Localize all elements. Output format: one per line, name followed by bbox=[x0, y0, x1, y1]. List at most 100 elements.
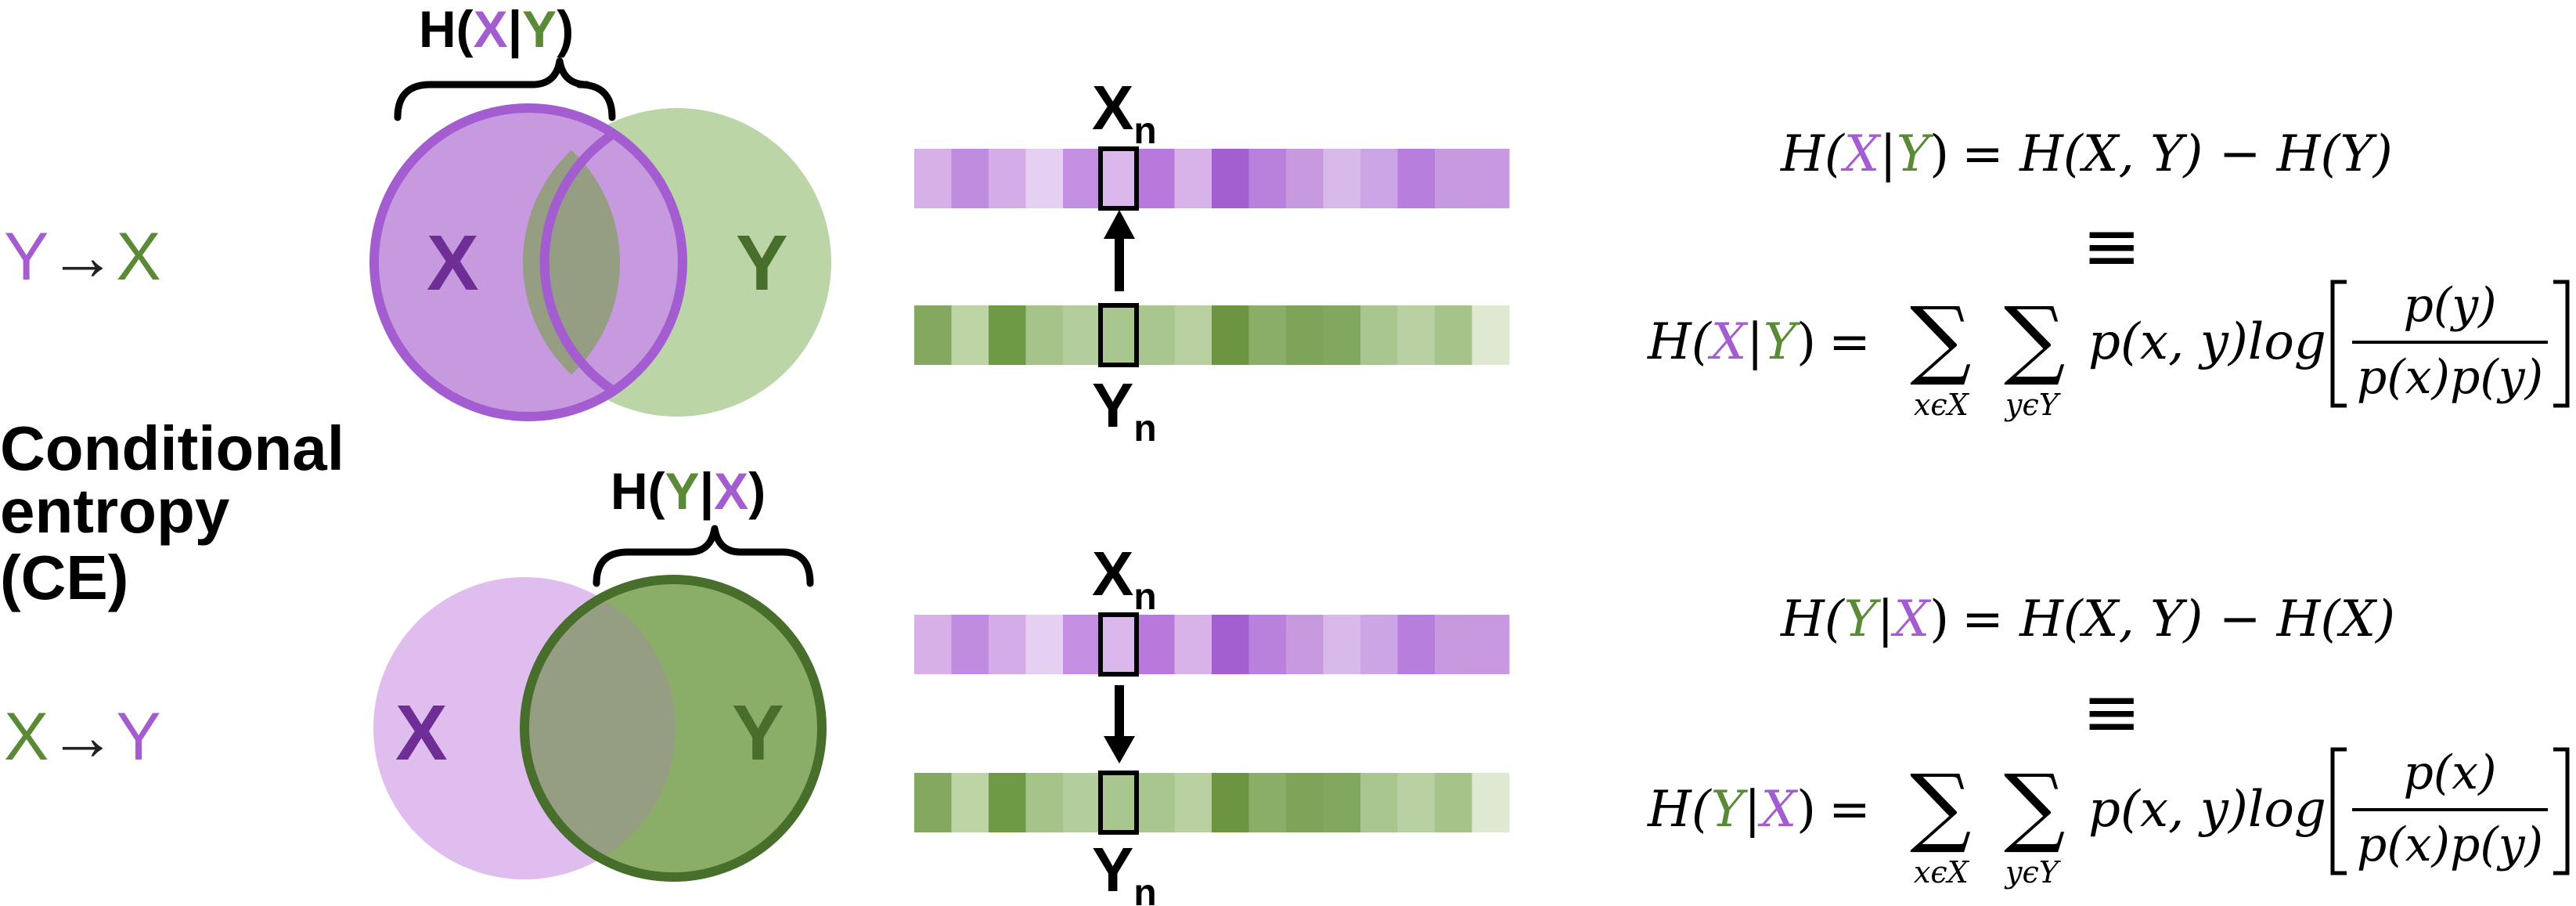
sequence-top-x-highlight bbox=[1098, 146, 1139, 211]
sequence-top-y-cell bbox=[1435, 305, 1472, 365]
brace-top: H(X|Y) bbox=[394, 0, 616, 121]
direction-bottom-from: X bbox=[4, 699, 49, 774]
sequence-bottom-y-cell bbox=[1212, 773, 1249, 832]
sequence-bottom-x-cell bbox=[1137, 615, 1175, 674]
sequence-top-x-cell bbox=[914, 149, 952, 208]
sequence-bottom-y-cell bbox=[1174, 773, 1212, 832]
sequence-top-y-cell bbox=[1025, 305, 1064, 365]
brace-top-prefix: H( bbox=[419, 0, 474, 58]
sequence-bottom-y-cell bbox=[989, 773, 1026, 832]
sequence-top-x-cell bbox=[1137, 149, 1175, 208]
sequence-top-y-cell bbox=[1137, 305, 1175, 365]
sequence-top-y-cell bbox=[1100, 305, 1138, 365]
sequence-bottom-y-cell bbox=[1323, 773, 1361, 832]
svg-text:xϵX: xϵX bbox=[1914, 855, 1970, 890]
sequence-top-y-cell bbox=[1212, 305, 1249, 365]
sequence-top-y-cell bbox=[1397, 305, 1436, 365]
sum-icon: ∑ bbox=[2004, 756, 2066, 856]
sequence-bottom-y-cell bbox=[1025, 773, 1064, 832]
svg-text:yϵY: yϵY bbox=[2004, 388, 2062, 422]
venn-bottom-x-label: X bbox=[395, 689, 448, 777]
sequence-bottom-x-cell bbox=[1025, 615, 1064, 674]
sequence-bottom-x-cell bbox=[1286, 615, 1324, 674]
svg-text:H(Y|X)= H(X, Y) − H(X): H(Y|X) = H(X, Y) − H(X) bbox=[1780, 590, 2395, 648]
brace-bottom: H(Y|X) bbox=[593, 462, 814, 587]
direction-top-from: Y bbox=[4, 219, 49, 294]
svg-text:p(x, y)log: p(x, y)log bbox=[2088, 781, 2326, 839]
brace-top-second: Y bbox=[522, 0, 557, 58]
direction-top-arrow: → bbox=[49, 219, 116, 294]
brace-bottom-first: Y bbox=[665, 462, 700, 520]
svg-text:H(Y|X)=: H(Y|X) = bbox=[1647, 781, 1871, 839]
formula-top-expanded: H(X|Y) = ∑ xϵX ∑ yϵY p(x, y)log p(y) p(x)… bbox=[1647, 278, 2570, 422]
title-line-3: (CE) bbox=[0, 543, 128, 612]
sequence-top-x-cell bbox=[951, 149, 989, 208]
venn-top-x-outline bbox=[369, 103, 687, 421]
sequence-top-x-cell bbox=[1212, 149, 1249, 208]
sequence-top-x-label: Xn bbox=[1092, 73, 1157, 152]
direction-bottom-arrow: → bbox=[49, 699, 116, 774]
sequence-top-y-cell bbox=[1472, 305, 1510, 365]
sequence-top-y-highlight bbox=[1098, 303, 1139, 367]
sequence-bottom-y-cell bbox=[1063, 773, 1101, 832]
sequence-bottom-x-cell bbox=[1323, 615, 1361, 674]
sequence-bottom-x-cell bbox=[1435, 615, 1472, 674]
sequence-bottom-x-cell bbox=[1100, 615, 1138, 674]
direction-top: Y→X bbox=[4, 219, 161, 294]
section-title: Conditional entropy (CE) bbox=[0, 413, 362, 612]
direction-bottom-to: Y bbox=[116, 699, 160, 774]
brace-top-sep: | bbox=[508, 0, 522, 60]
svg-text:H(X|Y)= H(X, Y) − H(Y): H(X|Y) = H(X, Y) − H(Y) bbox=[1780, 125, 2393, 183]
arrow-up-icon bbox=[1104, 210, 1135, 291]
equivalence-bottom-icon: ≡ bbox=[2082, 671, 2141, 753]
sequence-top-y-cell bbox=[1174, 305, 1212, 365]
brace-bottom-prefix: H( bbox=[611, 462, 665, 520]
brace-top-suffix: ) bbox=[557, 0, 574, 58]
sequence-bottom-y-cell bbox=[1435, 773, 1472, 832]
title-line-2: entropy bbox=[0, 476, 230, 546]
svg-text:p(x)p(y): p(x)p(y) bbox=[2357, 350, 2543, 405]
venn-top-x-inner-outline bbox=[539, 128, 618, 396]
svg-text:Conditional entropy: Conditional entropy (CE) bbox=[0, 413, 362, 612]
sequence-bottom-y-cell bbox=[951, 773, 989, 832]
brace-bottom-shape bbox=[593, 525, 814, 587]
svg-text:p(x)p(y): p(x)p(y) bbox=[2357, 818, 2543, 872]
brace-bottom-suffix: ) bbox=[748, 462, 766, 520]
svg-text:H(X|Y): H(X|Y) bbox=[419, 0, 574, 60]
sequence-bottom-x-cell bbox=[1472, 615, 1510, 674]
sequence-bottom-x-cell bbox=[989, 615, 1026, 674]
sequence-top-x-cell bbox=[1397, 149, 1436, 208]
sum-icon: ∑ bbox=[1910, 288, 1972, 388]
sequence-top-y-cell bbox=[914, 305, 952, 365]
sequence-bottom-y-cell bbox=[1360, 773, 1398, 832]
sequence-top-x-cell bbox=[989, 149, 1026, 208]
sequence-top-x-cell bbox=[1323, 149, 1361, 208]
title-line-1: Conditional bbox=[0, 413, 344, 483]
arrow-down-icon bbox=[1104, 685, 1135, 763]
sequence-top-y-cell bbox=[1323, 305, 1361, 365]
sequence-top-y-cell bbox=[951, 305, 989, 365]
venn-top-y-label: Y bbox=[736, 219, 788, 307]
sequence-top-y-cell bbox=[1248, 305, 1287, 365]
brace-bottom-second: X bbox=[714, 462, 748, 520]
sequence-bottom-y-cell bbox=[914, 773, 952, 832]
sequence-bottom-y-cell bbox=[1248, 773, 1287, 832]
sum-icon: ∑ bbox=[1910, 756, 1972, 856]
sequence-bottom-x-highlight bbox=[1098, 612, 1139, 677]
svg-text:yϵY: yϵY bbox=[2004, 855, 2062, 890]
sequence-bottom-y-cell bbox=[1137, 773, 1175, 832]
formula-bottom-definition: H(Y|X) = H(X, Y) − H(X) bbox=[1780, 590, 2395, 648]
sequence-top-x-cell bbox=[1100, 149, 1138, 208]
sequence-bottom-x-cell bbox=[1063, 615, 1101, 674]
venn-bottom-y-label: Y bbox=[732, 689, 784, 777]
venn-top-x-label: X bbox=[427, 219, 479, 307]
sequence-top-x-cell bbox=[1360, 149, 1398, 208]
sequence-bottom-x-cell bbox=[1212, 615, 1249, 674]
sum-icon: ∑ bbox=[2004, 288, 2066, 388]
brace-bottom-sep: | bbox=[700, 462, 714, 522]
sequence-bottom-x-cell bbox=[1360, 615, 1398, 674]
svg-text:H(Y|X): H(Y|X) bbox=[611, 462, 766, 522]
direction-top-to: X bbox=[116, 219, 160, 294]
sequence-bottom-y-cell bbox=[1472, 773, 1510, 832]
brace-top-shape bbox=[394, 57, 616, 121]
